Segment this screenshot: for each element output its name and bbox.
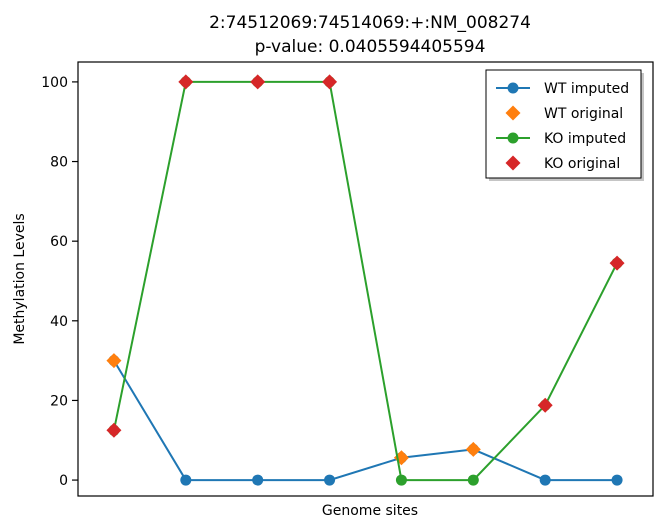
data-point-ko-original <box>250 74 266 90</box>
legend-marker-swatch <box>507 132 519 144</box>
data-point-ko-original <box>322 74 338 90</box>
y-tick-label: 40 <box>50 314 68 330</box>
data-point-wt-imputed <box>611 474 623 486</box>
data-point-wt-imputed <box>252 474 264 486</box>
y-axis-label: Methylation Levels <box>12 213 28 344</box>
legend-item-ko-imputed: KO imputed <box>496 131 626 147</box>
data-point-ko-original <box>178 74 194 90</box>
data-point-wt-imputed <box>180 474 192 486</box>
y-tick-label: 80 <box>50 155 68 171</box>
data-point-ko-original <box>537 397 553 413</box>
data-point-wt-original <box>465 441 481 457</box>
chart-title: 2:74512069:74514069:+:NM_008274 <box>209 13 531 33</box>
legend-label: KO imputed <box>544 131 626 147</box>
data-point-ko-imputed <box>395 474 407 486</box>
legend-marker-swatch <box>507 82 519 94</box>
data-point-ko-original <box>106 422 122 438</box>
y-tick-label: 100 <box>41 75 68 91</box>
plot-frame <box>77 61 654 497</box>
legend-marker-swatch <box>505 155 521 171</box>
legend-label: KO original <box>544 156 620 172</box>
data-point-ko-imputed <box>467 474 479 486</box>
legend: WT imputed WT original KO imputed KO origin… <box>485 69 644 181</box>
legend-label: WT imputed <box>544 81 629 97</box>
series-line-wt-imputed <box>113 360 618 482</box>
legend-item-wt-imputed: WT imputed <box>496 81 629 97</box>
legend-label: WT original <box>544 106 623 122</box>
series-ko-original <box>106 74 625 438</box>
axes: 0 20 40 60 80 100 <box>41 75 78 489</box>
y-tick-label: 0 <box>59 473 68 489</box>
data-point-wt-imputed <box>324 474 336 486</box>
y-tick-label: 60 <box>50 234 68 250</box>
chart-subtitle: p-value: 0.0405594405594 <box>255 37 486 57</box>
legend-item-wt-original: WT original <box>505 105 623 122</box>
series-wt-imputed <box>108 355 623 486</box>
data-point-wt-imputed <box>539 474 551 486</box>
data-point-wt-original <box>106 353 122 369</box>
legend-marker-swatch <box>505 105 521 121</box>
x-axis-label: Genome sites <box>322 503 418 516</box>
y-tick-label: 20 <box>50 393 68 409</box>
data-point-ko-original <box>609 255 625 271</box>
series-wt-original <box>106 353 481 466</box>
legend-item-ko-original: KO original <box>505 155 620 172</box>
plot-area <box>106 74 625 486</box>
series-line-ko-imputed <box>112 80 618 482</box>
